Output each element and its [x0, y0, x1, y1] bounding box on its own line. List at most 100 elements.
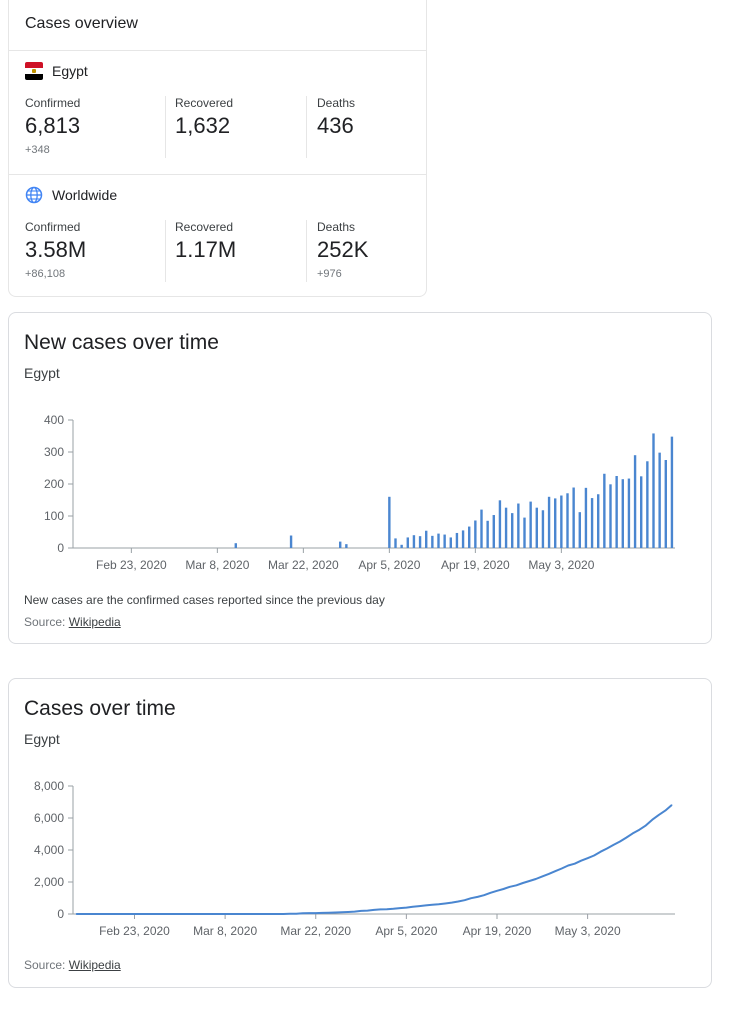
bar [474, 520, 477, 548]
stat-label: Recovered [175, 220, 234, 234]
total-cases-chart[interactable]: 0 2,000 4,000 6,000 8,000 Feb 23, 2020 Mar 8, … [9, 679, 711, 949]
stat-separator [306, 220, 307, 282]
data-point [243, 913, 246, 915]
bar [664, 460, 667, 548]
data-point [509, 886, 511, 888]
stat-value: 6,813 [25, 113, 81, 138]
bar [406, 537, 409, 548]
total-cases-card: Cases over time Egypt 0 2,000 4,000 6,000 8,… [8, 678, 712, 988]
region-label: Egypt [52, 63, 88, 79]
bar [418, 536, 422, 548]
data-point [522, 882, 524, 884]
data-point [82, 913, 84, 915]
data-point [140, 913, 142, 915]
x-tick-label: Mar 22, 2020 [268, 558, 339, 572]
source-link[interactable]: Wikipedia [68, 615, 121, 629]
data-point [95, 913, 97, 915]
data-point [612, 844, 615, 846]
data-point [464, 899, 466, 901]
data-point [289, 913, 291, 915]
data-point [567, 864, 569, 867]
data-point [625, 836, 628, 839]
data-point [606, 847, 608, 850]
region-label: Worldwide [52, 187, 118, 203]
data-point [580, 860, 582, 862]
data-point [269, 913, 272, 915]
chart-subtitle: Egypt [24, 731, 60, 747]
x-tick-label: Apr 5, 2020 [375, 924, 437, 938]
bar [492, 515, 495, 548]
data-point [418, 905, 420, 907]
local-stats: Confirmed 6,813 +348 Recovered 1,632 Dea… [9, 96, 426, 166]
data-point [120, 913, 123, 915]
data-point [379, 908, 382, 911]
source-link[interactable]: Wikipedia [68, 958, 121, 972]
bar [437, 533, 440, 548]
data-point [561, 867, 563, 870]
new-cases-chart[interactable]: 0 100 200 300 400 Feb 23, 2020 Mar 8, 2020 Mar … [9, 313, 711, 583]
data-point [651, 819, 653, 821]
data-point [457, 900, 459, 903]
bar [345, 544, 348, 548]
bar [603, 473, 606, 548]
bar [289, 535, 293, 548]
data-point [218, 913, 220, 915]
data-point [574, 863, 576, 865]
data-point [386, 908, 388, 910]
bar [449, 537, 452, 548]
data-point [399, 907, 401, 909]
chart-title: Cases over time [24, 697, 176, 720]
data-point [476, 896, 479, 898]
bar [486, 520, 489, 548]
x-tick-label: Mar 8, 2020 [193, 924, 257, 938]
data-point [230, 913, 233, 915]
data-point [619, 840, 621, 843]
stat-value: 252K [317, 237, 369, 262]
data-point [528, 880, 530, 882]
data-point [334, 911, 336, 914]
bar [443, 534, 446, 548]
y-tick-label: 8,000 [34, 779, 64, 793]
data-point [127, 913, 129, 915]
data-point [224, 913, 226, 915]
x-tick-label: Feb 23, 2020 [96, 558, 167, 572]
x-tick-label: Mar 8, 2020 [185, 558, 249, 572]
bar [658, 452, 661, 548]
data-point [179, 913, 181, 915]
data-point [548, 873, 550, 875]
data-point [211, 913, 213, 915]
data-point [166, 913, 168, 915]
data-point [282, 913, 284, 915]
data-point [515, 884, 518, 886]
bar [615, 476, 618, 548]
bar [400, 544, 403, 548]
region-egypt[interactable]: Egypt [25, 62, 88, 80]
world-recovered: Recovered 1.17M [175, 220, 236, 276]
x-tick-label: Mar 22, 2020 [280, 924, 351, 938]
bar [547, 496, 551, 548]
data-point [75, 913, 77, 915]
bar [468, 526, 471, 548]
data-point [153, 913, 155, 915]
stat-value: 1,632 [175, 113, 231, 138]
y-tick-label: 2,000 [34, 875, 64, 889]
x-tick-label: May 3, 2020 [555, 924, 621, 938]
stat-separator [165, 96, 166, 158]
data-point [192, 913, 194, 915]
bar [590, 498, 594, 548]
stat-delta: +86,108 [25, 268, 66, 280]
data-point [444, 902, 446, 905]
chart-source: Source: Wikipedia [24, 958, 121, 972]
region-worldwide[interactable]: Worldwide [25, 186, 117, 204]
bar [535, 507, 538, 548]
chart-subtitle: Egypt [24, 365, 60, 381]
chart-source: Source: Wikipedia [24, 615, 121, 629]
cases-overview-card: Cases overview Egypt Confirmed 6,813 +34… [8, 0, 427, 297]
source-label: Source: [24, 615, 66, 629]
overview-divider [9, 50, 426, 51]
data-point [554, 870, 556, 872]
chart-note: New cases are the confirmed cases report… [24, 593, 385, 607]
bar [394, 538, 397, 548]
data-point [237, 913, 239, 915]
y-tick-label: 200 [44, 477, 64, 491]
